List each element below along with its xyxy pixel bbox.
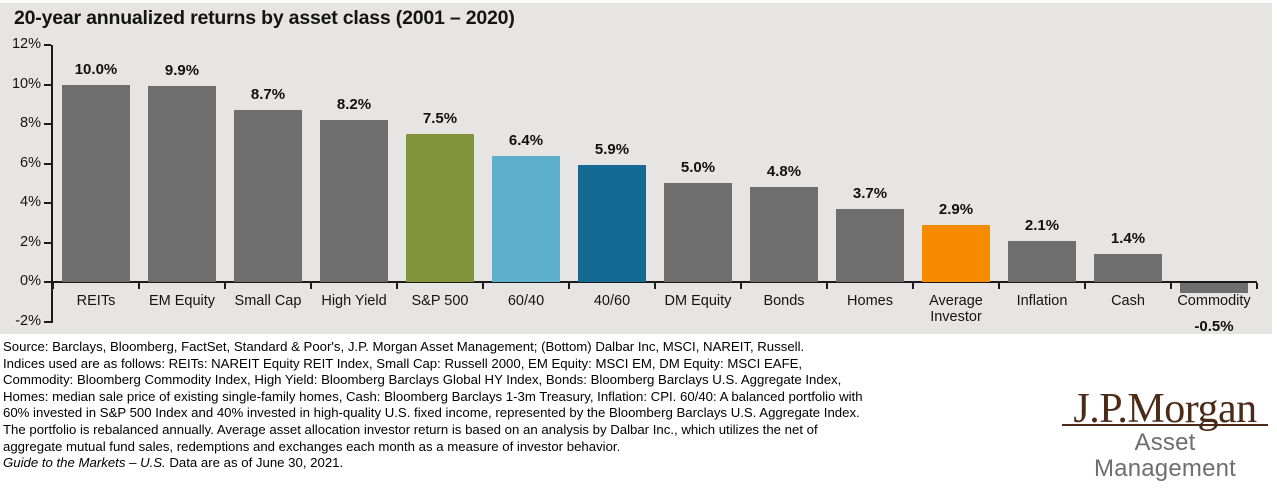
x-axis-tick (998, 283, 1000, 289)
bar-40-60 (578, 165, 646, 282)
x-axis-tick (654, 283, 656, 289)
source-line: Indices used are as follows: REITs: NARE… (3, 355, 803, 371)
guide-to-markets-title: Guide to the Markets – U.S. (3, 455, 166, 471)
bar-value-label: 7.5% (422, 109, 458, 127)
y-axis-tick (44, 202, 51, 204)
y-axis-label: 12% (11, 36, 41, 52)
guide-to-markets-line: Guide to the Markets – U.S. Data are as … (3, 455, 1078, 472)
bar-value-label: -0.5% (1194, 318, 1234, 335)
bar-em-equity (148, 86, 216, 282)
x-axis-tick (1170, 283, 1172, 289)
chart-title: 20-year annualized returns by asset clas… (14, 7, 515, 29)
bar-category-label: REITs (76, 293, 116, 309)
bar-category-label: DM Equity (664, 293, 732, 309)
bar-cash (1094, 254, 1162, 282)
y-axis-label: 6% (20, 154, 41, 171)
jpmorgan-wordmark: J.P.Morgan (1073, 386, 1257, 432)
bar-bonds (750, 187, 818, 282)
y-axis-tick (44, 162, 51, 165)
asset-management-label: Asset Management (1093, 429, 1237, 482)
bar-category-label: Average Investor (929, 293, 983, 325)
bar-dm-equity (664, 183, 732, 282)
bar-category-label: Inflation (1016, 293, 1068, 309)
bar-category-label: Commodity (1177, 293, 1251, 309)
logo-divider-line (1062, 424, 1268, 426)
y-axis-label: 0% (20, 273, 41, 289)
bar-category-label: Bonds (763, 293, 805, 309)
x-axis-tick (396, 283, 398, 289)
x-axis-tick (310, 283, 312, 289)
bar-60-40 (492, 155, 560, 282)
data-as-of-date: Data are as of June 30, 2021. (165, 455, 344, 471)
source-line: Source: Barclays, Bloomberg, FactSet, St… (3, 339, 805, 354)
bar-category-label: High Yield (321, 293, 387, 309)
x-axis-line (51, 281, 1257, 283)
x-axis-tick (224, 283, 226, 289)
y-axis-label: -2% (15, 312, 41, 329)
source-line: The portfolio is rebalanced annually. Av… (3, 421, 818, 437)
source-line: aggregate mutual fund sales, redemptions… (3, 438, 621, 454)
x-axis-tick (826, 283, 828, 289)
plot-area: 12% 10% 8% 6% 4% 2% 0% -2% 10.0% REITs 9.9% EM Equi… (12, 36, 1258, 335)
bar-s-p-500 (406, 133, 474, 282)
bar-value-label: 5.0% (680, 159, 716, 177)
bar-category-label: Small Cap (234, 293, 302, 309)
y-axis-label: 8% (20, 115, 41, 131)
source-line: 60% invested in S&P 500 Index and 40% in… (3, 405, 860, 421)
y-axis-tick (44, 281, 51, 283)
y-axis-tick (44, 241, 51, 244)
y-axis-tick (44, 44, 51, 46)
source-line: Commodity: Bloomberg Commodity Index, Hi… (3, 372, 842, 388)
bar-category-label: 60/40 (507, 293, 545, 309)
bar-value-label: 6.4% (508, 131, 544, 149)
bar-homes (836, 208, 904, 282)
bar-value-label: 4.8% (766, 163, 802, 181)
bar-value-label: 2.1% (1024, 216, 1060, 234)
bar-value-label: 9.9% (164, 62, 200, 80)
bar-category-label: S&P 500 (411, 293, 469, 309)
source-line: Homes: median sale price of existing sin… (3, 388, 863, 404)
bar-value-label: 8.2% (336, 96, 372, 114)
bar-value-label: 3.7% (852, 184, 888, 202)
jpmorgan-logo: J.P.Morgan Asset Management (1062, 387, 1268, 482)
y-axis-tick (44, 83, 51, 86)
y-axis-tick (44, 320, 51, 323)
x-axis-tick (912, 283, 914, 289)
bar-value-label: 1.4% (1110, 230, 1146, 248)
bar-value-label: 2.9% (938, 200, 974, 218)
x-axis-tick (1084, 283, 1086, 289)
bar-category-label: EM Equity (148, 293, 216, 309)
x-axis-tick (1256, 283, 1258, 289)
bar-small-cap (234, 110, 302, 282)
bar-value-label: 8.7% (250, 86, 286, 104)
x-axis-tick (482, 283, 484, 289)
bar-reits (62, 84, 130, 282)
y-axis-label: 4% (20, 194, 41, 210)
bar-value-label: 10.0% (74, 60, 118, 78)
bar-category-label: Cash (1111, 293, 1145, 309)
y-axis-tick (44, 123, 51, 125)
y-axis-label: 10% (11, 75, 41, 92)
bar-category-label: Homes (847, 293, 893, 309)
x-axis-tick (138, 283, 140, 289)
bar-value-label: 5.9% (594, 141, 630, 159)
bar-inflation (1008, 240, 1076, 282)
source-note: Source: Barclays, Bloomberg, FactSet, St… (3, 339, 1078, 472)
x-axis-tick (568, 283, 570, 289)
bar-high-yield (320, 120, 388, 282)
y-axis-label: 2% (20, 233, 41, 250)
x-axis-tick (52, 283, 54, 289)
bar-average-investor (922, 224, 990, 282)
x-axis-tick (740, 283, 742, 289)
bar-commodity (1180, 283, 1248, 293)
bar-category-label: 40/60 (593, 293, 631, 309)
y-axis-line (51, 45, 53, 323)
